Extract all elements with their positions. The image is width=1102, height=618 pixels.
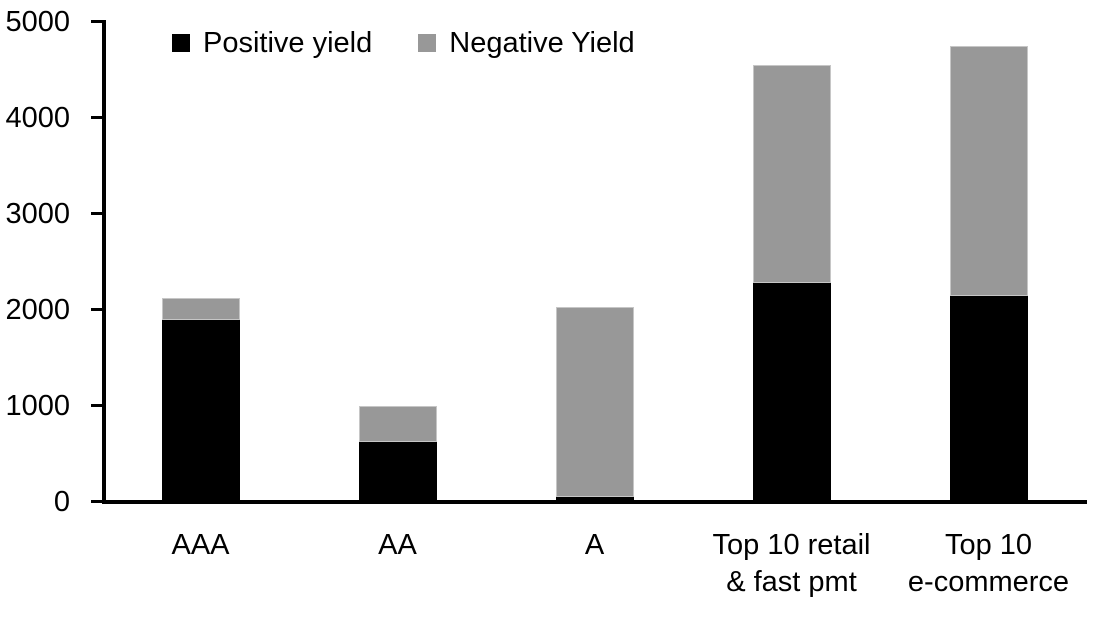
legend-swatch-positive-icon <box>172 34 190 52</box>
y-axis-line <box>102 20 106 504</box>
y-tick-label: 3000 <box>5 198 70 230</box>
x-axis-label: Top 10 e-commerce <box>907 529 1070 598</box>
legend-item-negative-yield: Negative Yield <box>418 26 635 60</box>
y-tick-label: 5000 <box>5 6 70 38</box>
bar-segment-positive <box>161 319 240 502</box>
bar-segment-positive <box>949 295 1028 502</box>
legend-label-positive: Positive yield <box>203 27 373 59</box>
legend-item-positive-yield: Positive yield <box>172 26 372 60</box>
legend-label-negative: Negative Yield <box>449 27 635 59</box>
bar-segment-negative <box>161 298 240 320</box>
y-axis-tick <box>91 308 102 311</box>
bar-segment-negative <box>949 46 1028 296</box>
x-axis-line <box>102 500 1087 504</box>
y-tick-label: 0 <box>53 486 70 518</box>
bar-segment-positive <box>752 283 831 502</box>
y-axis-tick <box>91 500 102 503</box>
y-axis-tick <box>91 404 102 407</box>
x-axis-label: A <box>584 529 605 561</box>
y-axis-tick <box>91 20 102 23</box>
chart-legend: Positive yield Negative Yield <box>172 26 635 60</box>
bar-segment-negative <box>358 406 437 443</box>
y-tick-label: 2000 <box>5 294 70 326</box>
x-axis-label: AA <box>378 529 417 561</box>
x-axis-label: Top 10 retail & fast pmt <box>712 529 871 598</box>
y-tick-label: 1000 <box>5 390 70 422</box>
bar-segment-negative <box>555 307 634 498</box>
bar-segment-negative <box>752 65 831 284</box>
legend-swatch-negative-icon <box>418 34 437 52</box>
y-tick-label: 4000 <box>5 102 70 134</box>
bar-segment-positive <box>358 442 437 502</box>
x-axis-label: AAA <box>171 529 230 561</box>
y-axis-tick <box>91 116 102 119</box>
bar-segment-positive <box>555 497 634 502</box>
y-axis-tick <box>91 212 102 215</box>
